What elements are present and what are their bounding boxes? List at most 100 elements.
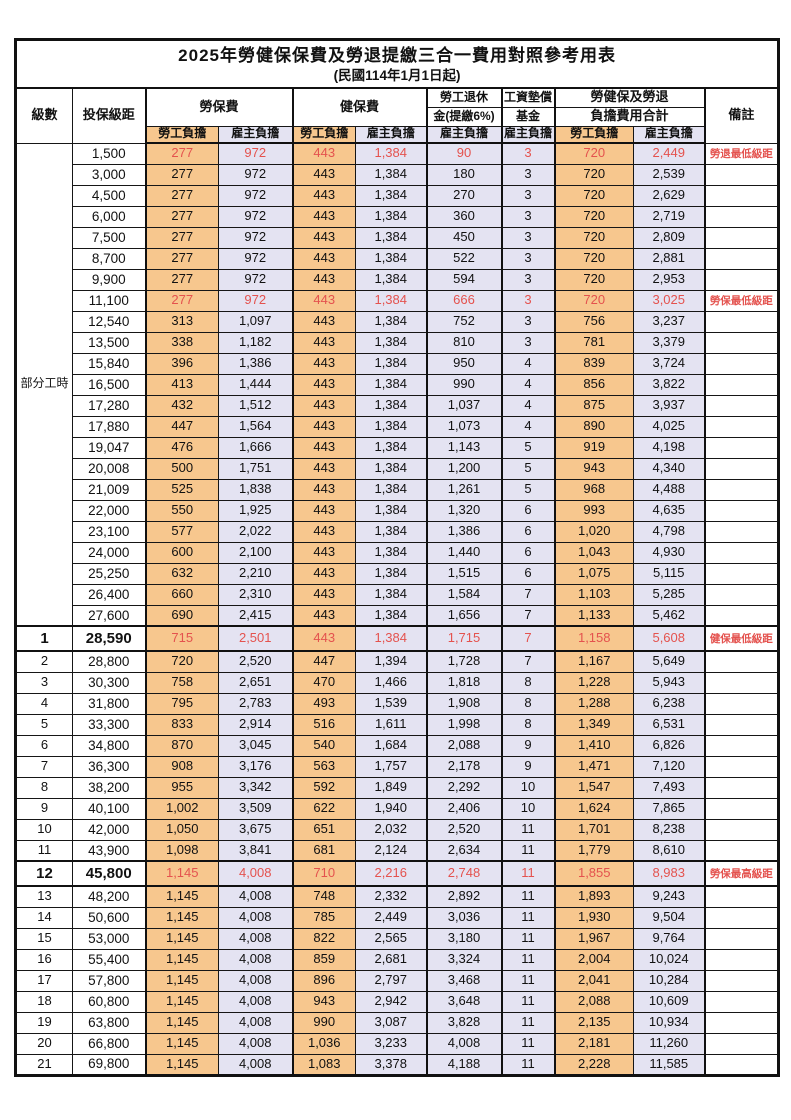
pension-cell: 1,728 <box>425 650 502 673</box>
table-row: 11,100 277 972 443 1,384 666 3 720 3,025 勞保最低級距 <box>16 289 780 312</box>
tot-er-cell: 9,764 <box>633 927 705 950</box>
wage-fund-cell: 11 <box>500 906 555 929</box>
hi-emp-cell: 447 <box>291 650 356 673</box>
bracket-cell: 28,800 <box>72 650 146 673</box>
li-er-cell: 1,925 <box>218 499 293 522</box>
remark-cell <box>703 1011 780 1034</box>
tot-emp-cell: 1,158 <box>553 625 634 653</box>
bracket-cell: 36,300 <box>72 755 146 778</box>
level-cell: 8 <box>15 776 73 799</box>
hi-emp-cell: 443 <box>291 184 356 207</box>
li-er-cell: 3,045 <box>218 734 293 757</box>
li-er-cell: 2,310 <box>218 583 293 606</box>
table-row: 19 63,800 1,145 4,008 990 3,087 3,828 11 2,135 10… <box>15 1011 780 1034</box>
tot-er-cell: 9,243 <box>633 885 705 908</box>
bracket-cell: 15,840 <box>72 352 146 375</box>
hi-er-cell: 1,757 <box>355 755 427 778</box>
table-row: 13,500 338 1,182 443 1,384 810 3 781 3,379 <box>16 331 780 354</box>
subheader-li-employer: 雇主負擔 <box>218 125 293 145</box>
hi-er-cell: 1,384 <box>355 289 427 312</box>
col-header-total-2: 負擔費用合計 <box>553 106 705 127</box>
wage-fund-cell: 9 <box>500 734 555 757</box>
li-emp-cell: 1,098 <box>144 839 219 862</box>
hi-er-cell: 2,449 <box>355 906 427 929</box>
li-emp-cell: 955 <box>144 776 219 799</box>
tot-emp-cell: 2,181 <box>553 1032 634 1055</box>
pension-cell: 2,292 <box>425 776 502 799</box>
wage-fund-cell: 10 <box>500 776 555 799</box>
hi-er-cell: 1,384 <box>355 352 427 375</box>
li-er-cell: 2,651 <box>218 671 293 694</box>
wage-fund-cell: 6 <box>500 541 555 564</box>
li-er-cell: 1,564 <box>218 415 293 438</box>
hi-er-cell: 1,384 <box>355 541 427 564</box>
pension-cell: 1,073 <box>425 415 502 438</box>
hi-er-cell: 1,384 <box>355 625 427 653</box>
hi-emp-cell: 443 <box>291 268 356 291</box>
tot-emp-cell: 1,075 <box>553 562 634 585</box>
remark-cell <box>703 713 780 736</box>
header-row-burden: 勞工負擔 雇主負擔 勞工負擔 雇主負擔 雇主負擔 雇主負擔 勞工負擔 雇主負擔 <box>16 125 779 145</box>
li-emp-cell: 277 <box>144 163 219 186</box>
tot-emp-cell: 1,893 <box>553 885 634 908</box>
table-row: 8,700 277 972 443 1,384 522 3 720 2,881 <box>16 247 780 270</box>
li-er-cell: 2,914 <box>218 713 293 736</box>
li-er-cell: 1,182 <box>218 331 293 354</box>
level-cell: 21 <box>15 1053 73 1076</box>
bracket-cell: 26,400 <box>72 583 146 606</box>
pension-cell: 3,180 <box>425 927 502 950</box>
remark-cell <box>703 755 780 778</box>
pension-cell: 1,818 <box>425 671 502 694</box>
hi-emp-cell: 516 <box>291 713 356 736</box>
hi-emp-cell: 443 <box>291 226 356 249</box>
wage-fund-cell: 11 <box>500 885 555 908</box>
hi-er-cell: 1,384 <box>355 268 427 291</box>
hi-emp-cell: 443 <box>291 415 356 438</box>
li-er-cell: 972 <box>218 163 293 186</box>
li-er-cell: 2,210 <box>218 562 293 585</box>
bracket-cell: 17,880 <box>72 415 146 438</box>
li-er-cell: 4,008 <box>218 927 293 950</box>
li-er-cell: 3,509 <box>218 797 293 820</box>
hi-emp-cell: 443 <box>291 289 356 312</box>
hi-emp-cell: 443 <box>291 352 356 375</box>
hi-er-cell: 1,384 <box>355 436 427 459</box>
level-cell: 6 <box>15 734 73 757</box>
pension-cell: 1,715 <box>425 625 502 653</box>
bracket-cell: 63,800 <box>72 1011 146 1034</box>
level-cell: 10 <box>15 818 73 841</box>
wage-fund-cell: 8 <box>500 671 555 694</box>
wage-fund-cell: 6 <box>500 562 555 585</box>
tot-er-cell: 10,024 <box>633 948 705 971</box>
hi-emp-cell: 859 <box>291 948 356 971</box>
hi-er-cell: 1,384 <box>355 562 427 585</box>
hi-emp-cell: 1,083 <box>291 1053 356 1076</box>
col-header-wagefund-1: 工資墊償 <box>500 87 555 108</box>
li-emp-cell: 1,145 <box>144 906 219 929</box>
tot-er-cell: 8,983 <box>633 860 705 888</box>
bracket-cell: 7,500 <box>72 226 146 249</box>
wage-fund-cell: 10 <box>500 797 555 820</box>
li-er-cell: 2,520 <box>218 650 293 673</box>
tot-emp-cell: 993 <box>553 499 634 522</box>
tot-emp-cell: 2,041 <box>553 969 634 992</box>
remark-cell <box>703 373 780 396</box>
table-row: 12 45,800 1,145 4,008 710 2,216 2,748 11 1,855 8,… <box>15 860 780 888</box>
hi-er-cell: 2,124 <box>355 839 427 862</box>
hi-emp-cell: 1,036 <box>291 1032 356 1055</box>
remark-cell <box>703 457 780 480</box>
tot-er-cell: 9,504 <box>633 906 705 929</box>
wage-fund-cell: 5 <box>500 436 555 459</box>
tot-er-cell: 5,608 <box>633 625 705 653</box>
tot-emp-cell: 1,410 <box>553 734 634 757</box>
hi-emp-cell: 990 <box>291 1011 356 1034</box>
wage-fund-cell: 5 <box>500 457 555 480</box>
tot-er-cell: 11,585 <box>633 1053 705 1076</box>
bracket-cell: 55,400 <box>72 948 146 971</box>
pension-cell: 2,178 <box>425 755 502 778</box>
remark-cell: 勞退最低級距 <box>703 142 780 165</box>
table-row: 3,000 277 972 443 1,384 180 3 720 2,539 <box>16 163 780 186</box>
remark-cell <box>703 927 780 950</box>
tot-er-cell: 11,260 <box>633 1032 705 1055</box>
hi-emp-cell: 470 <box>291 671 356 694</box>
